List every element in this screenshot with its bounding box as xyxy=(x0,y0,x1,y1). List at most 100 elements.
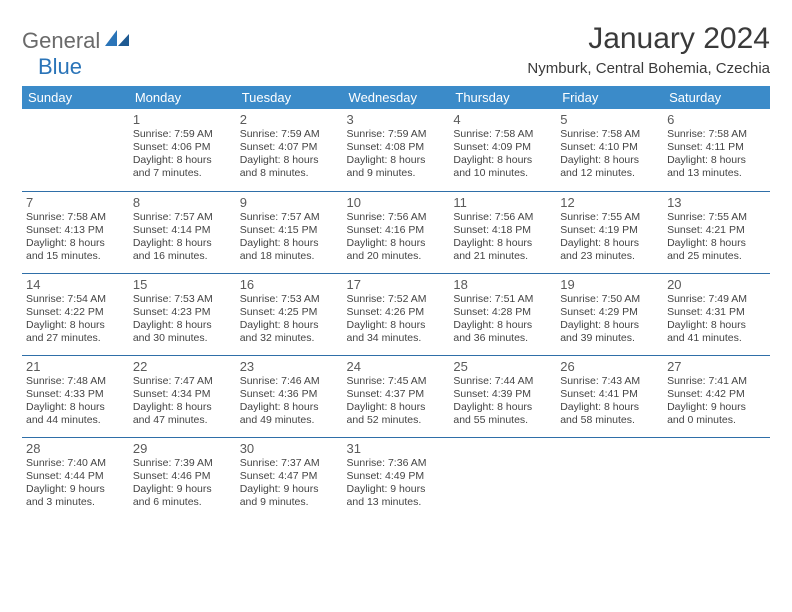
sunrise-line: Sunrise: 7:36 AM xyxy=(347,457,446,470)
day-header: Thursday xyxy=(449,86,556,109)
day-cell: 6Sunrise: 7:58 AMSunset: 4:11 PMDaylight… xyxy=(663,109,770,191)
location: Nymburk, Central Bohemia, Czechia xyxy=(527,60,770,77)
daylight-line: Daylight: 8 hours xyxy=(453,401,552,414)
day-cell: 23Sunrise: 7:46 AMSunset: 4:36 PMDayligh… xyxy=(236,355,343,437)
daylight-line: Daylight: 8 hours xyxy=(26,237,125,250)
sunrise-line: Sunrise: 7:59 AM xyxy=(347,128,446,141)
sunset-line: Sunset: 4:25 PM xyxy=(240,306,339,319)
day-cell: 12Sunrise: 7:55 AMSunset: 4:19 PMDayligh… xyxy=(556,191,663,273)
title-block: January 2024 Nymburk, Central Bohemia, C… xyxy=(527,22,770,77)
daylight-line: and 9 minutes. xyxy=(347,167,446,180)
daylight-line: Daylight: 8 hours xyxy=(453,319,552,332)
sunset-line: Sunset: 4:08 PM xyxy=(347,141,446,154)
daylight-line: and 20 minutes. xyxy=(347,250,446,263)
sunset-line: Sunset: 4:21 PM xyxy=(667,224,766,237)
daylight-line: Daylight: 9 hours xyxy=(133,483,232,496)
daylight-line: and 3 minutes. xyxy=(26,496,125,509)
sunset-line: Sunset: 4:44 PM xyxy=(26,470,125,483)
day-cell: 28Sunrise: 7:40 AMSunset: 4:44 PMDayligh… xyxy=(22,437,129,519)
daylight-line: Daylight: 8 hours xyxy=(240,401,339,414)
sunset-line: Sunset: 4:16 PM xyxy=(347,224,446,237)
sunset-line: Sunset: 4:26 PM xyxy=(347,306,446,319)
day-cell: 9Sunrise: 7:57 AMSunset: 4:15 PMDaylight… xyxy=(236,191,343,273)
sunrise-line: Sunrise: 7:58 AM xyxy=(667,128,766,141)
daylight-line: Daylight: 8 hours xyxy=(453,154,552,167)
daylight-line: Daylight: 8 hours xyxy=(453,237,552,250)
daylight-line: and 6 minutes. xyxy=(133,496,232,509)
sunrise-line: Sunrise: 7:48 AM xyxy=(26,375,125,388)
day-cell: 13Sunrise: 7:55 AMSunset: 4:21 PMDayligh… xyxy=(663,191,770,273)
day-number: 24 xyxy=(347,359,446,374)
daylight-line: Daylight: 8 hours xyxy=(347,237,446,250)
month-title: January 2024 xyxy=(527,22,770,56)
day-number: 27 xyxy=(667,359,766,374)
sunset-line: Sunset: 4:42 PM xyxy=(667,388,766,401)
sunrise-line: Sunrise: 7:51 AM xyxy=(453,293,552,306)
sunset-line: Sunset: 4:47 PM xyxy=(240,470,339,483)
daylight-line: and 21 minutes. xyxy=(453,250,552,263)
daylight-line: Daylight: 9 hours xyxy=(667,401,766,414)
daylight-line: and 47 minutes. xyxy=(133,414,232,427)
daylight-line: and 10 minutes. xyxy=(453,167,552,180)
day-cell: 7Sunrise: 7:58 AMSunset: 4:13 PMDaylight… xyxy=(22,191,129,273)
daylight-line: and 15 minutes. xyxy=(26,250,125,263)
daylight-line: Daylight: 8 hours xyxy=(347,319,446,332)
sunrise-line: Sunrise: 7:57 AM xyxy=(240,211,339,224)
day-header: Monday xyxy=(129,86,236,109)
day-number: 13 xyxy=(667,195,766,210)
day-number: 30 xyxy=(240,441,339,456)
day-number: 2 xyxy=(240,112,339,127)
sunset-line: Sunset: 4:28 PM xyxy=(453,306,552,319)
day-number: 16 xyxy=(240,277,339,292)
day-cell: 18Sunrise: 7:51 AMSunset: 4:28 PMDayligh… xyxy=(449,273,556,355)
sunrise-line: Sunrise: 7:55 AM xyxy=(667,211,766,224)
day-number: 6 xyxy=(667,112,766,127)
daylight-line: Daylight: 8 hours xyxy=(560,319,659,332)
daylight-line: and 55 minutes. xyxy=(453,414,552,427)
day-cell: 17Sunrise: 7:52 AMSunset: 4:26 PMDayligh… xyxy=(343,273,450,355)
sunrise-line: Sunrise: 7:41 AM xyxy=(667,375,766,388)
daylight-line: Daylight: 8 hours xyxy=(240,319,339,332)
daylight-line: and 8 minutes. xyxy=(240,167,339,180)
daylight-line: and 18 minutes. xyxy=(240,250,339,263)
day-number: 9 xyxy=(240,195,339,210)
sunset-line: Sunset: 4:37 PM xyxy=(347,388,446,401)
daylight-line: Daylight: 8 hours xyxy=(133,401,232,414)
sunset-line: Sunset: 4:15 PM xyxy=(240,224,339,237)
daylight-line: Daylight: 8 hours xyxy=(240,154,339,167)
sunrise-line: Sunrise: 7:55 AM xyxy=(560,211,659,224)
day-cell: 29Sunrise: 7:39 AMSunset: 4:46 PMDayligh… xyxy=(129,437,236,519)
sunset-line: Sunset: 4:29 PM xyxy=(560,306,659,319)
daylight-line: Daylight: 9 hours xyxy=(26,483,125,496)
sunset-line: Sunset: 4:06 PM xyxy=(133,141,232,154)
daylight-line: and 23 minutes. xyxy=(560,250,659,263)
calendar-table: Sunday Monday Tuesday Wednesday Thursday… xyxy=(22,86,770,519)
day-cell xyxy=(449,437,556,519)
sunrise-line: Sunrise: 7:56 AM xyxy=(347,211,446,224)
daylight-line: Daylight: 8 hours xyxy=(560,401,659,414)
day-cell: 15Sunrise: 7:53 AMSunset: 4:23 PMDayligh… xyxy=(129,273,236,355)
sunset-line: Sunset: 4:49 PM xyxy=(347,470,446,483)
daylight-line: Daylight: 8 hours xyxy=(560,237,659,250)
daylight-line: Daylight: 8 hours xyxy=(133,154,232,167)
sunset-line: Sunset: 4:11 PM xyxy=(667,141,766,154)
sunrise-line: Sunrise: 7:58 AM xyxy=(26,211,125,224)
day-cell: 5Sunrise: 7:58 AMSunset: 4:10 PMDaylight… xyxy=(556,109,663,191)
daylight-line: and 27 minutes. xyxy=(26,332,125,345)
daylight-line: and 44 minutes. xyxy=(26,414,125,427)
day-cell: 22Sunrise: 7:47 AMSunset: 4:34 PMDayligh… xyxy=(129,355,236,437)
sunset-line: Sunset: 4:18 PM xyxy=(453,224,552,237)
sunrise-line: Sunrise: 7:59 AM xyxy=(240,128,339,141)
daylight-line: Daylight: 8 hours xyxy=(133,319,232,332)
sunrise-line: Sunrise: 7:54 AM xyxy=(26,293,125,306)
sunrise-line: Sunrise: 7:53 AM xyxy=(133,293,232,306)
day-cell xyxy=(663,437,770,519)
day-header: Saturday xyxy=(663,86,770,109)
day-number: 5 xyxy=(560,112,659,127)
day-cell: 20Sunrise: 7:49 AMSunset: 4:31 PMDayligh… xyxy=(663,273,770,355)
day-cell: 8Sunrise: 7:57 AMSunset: 4:14 PMDaylight… xyxy=(129,191,236,273)
day-number: 21 xyxy=(26,359,125,374)
daylight-line: and 39 minutes. xyxy=(560,332,659,345)
sunset-line: Sunset: 4:07 PM xyxy=(240,141,339,154)
day-number: 4 xyxy=(453,112,552,127)
